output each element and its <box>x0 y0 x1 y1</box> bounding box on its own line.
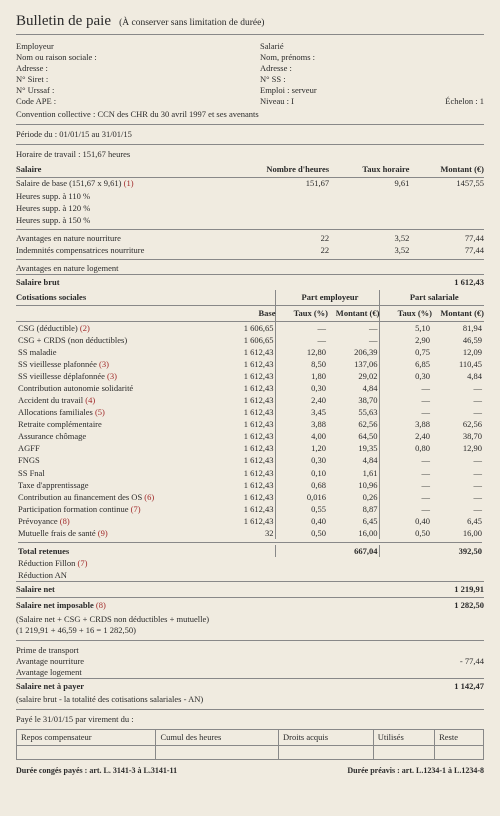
footer-col: Cumul des heures <box>156 729 279 745</box>
emp-ape: Code APE : <box>16 96 240 107</box>
period: Période du : 01/01/15 au 31/01/15 <box>16 129 484 140</box>
parties-block: Employeur Nom ou raison sociale : Adress… <box>16 41 484 107</box>
sal-row-label: Heures supp. à 110 % <box>16 190 222 202</box>
cotis-label: Mutuelle frais de santé (9) <box>16 527 202 539</box>
netimp-value: 1 282,50 <box>454 600 484 611</box>
col-etaux: Taux (%) <box>276 306 328 322</box>
sal-row-label: Heures supp. à 120 % <box>16 202 222 214</box>
footer-col: Repos compensateur <box>17 729 156 745</box>
prime-label: Prime de transport <box>16 645 79 656</box>
cotis-label: SS vieillesse plafonnée (3) <box>16 359 202 371</box>
brut-label: Salaire brut <box>16 277 60 288</box>
sal-addr: Adresse : <box>260 63 484 74</box>
total-emp: 667,04 <box>328 545 380 557</box>
netpayer-value: 1 142,47 <box>454 681 484 692</box>
cotis-title: Cotisations sociales <box>16 290 202 306</box>
cotis-label: CSG (déductible) (2) <box>16 322 202 335</box>
cotis-label: SS Fnal <box>16 467 202 479</box>
netimp-note: (Salaire net + CSG + CRDS non déductible… <box>16 614 484 636</box>
emp-addr: Adresse : <box>16 63 240 74</box>
doc-subtitle: (À conserver sans limitation de durée) <box>119 18 264 28</box>
convention: Convention collective : CCN des CHR du 3… <box>16 109 484 120</box>
sal-name: Nom, prénoms : <box>260 52 484 63</box>
emp-urssaf: N° Urssaf : <box>16 85 240 96</box>
employer-block: Employeur Nom ou raison sociale : Adress… <box>16 41 240 107</box>
horaire: Horaire de travail : 151,67 heures <box>16 149 484 160</box>
ref-preavis: Durée préavis : art. L.1234-1 à L.1234-8 <box>347 766 484 776</box>
col-smont: Montant (€) <box>432 306 484 322</box>
sal-row-label: Heures supp. à 150 % <box>16 214 222 226</box>
col-staux: Taux (%) <box>380 306 432 322</box>
cotis-label: Contribution au financement des OS (6) <box>16 491 202 503</box>
cotis-label: Accident du travail (4) <box>16 395 202 407</box>
sal-row-label: Salaire de base (151,67 x 9,61) (1) <box>16 177 222 190</box>
brut-value: 1 612,43 <box>454 277 484 288</box>
net-a-payer-row: Salaire net à payer 1 142,47 <box>16 678 484 694</box>
cotis-label: Assurance chômage <box>16 431 202 443</box>
doc-title: Bulletin de paie <box>16 13 111 29</box>
cotis-label: Allocations familiales (5) <box>16 407 202 419</box>
logement: Avantages en nature logement <box>16 262 484 274</box>
footer-col: Droits acquis <box>278 729 373 745</box>
salaire-head: Salaire <box>16 162 222 178</box>
footer-refs: Durée congés payés : art. L. 3141-3 à L.… <box>16 766 484 776</box>
employee-block: Salarié Nom, prénoms : Adresse : N° SS :… <box>260 41 484 107</box>
col-sal: Part salariale <box>380 290 484 306</box>
prime-label: Avantage logement <box>16 667 82 678</box>
net-label: Salaire net <box>16 584 55 595</box>
ref-conges: Durée congés payés : art. L. 3141-3 à L.… <box>16 766 177 776</box>
nature-label: Avantages en nature nourriture <box>16 232 222 244</box>
col-emp: Part employeur <box>276 290 380 306</box>
prime-label: Avantage nourriture <box>16 656 84 667</box>
sal-ss: N° SS : <box>260 74 484 85</box>
paye-line: Payé le 31/01/15 par virement du : <box>16 714 484 725</box>
net-imposable-row: Salaire net imposable (8) 1 282,50 <box>16 597 484 613</box>
col-heures: Nombre d'heures <box>222 162 329 178</box>
cotis-label: Retraite complémentaire <box>16 419 202 431</box>
total-sal: 392,50 <box>432 545 484 557</box>
emp-name: Nom ou raison sociale : <box>16 52 240 63</box>
salaire-brut-row: Salaire brut 1 612,43 <box>16 274 484 290</box>
cotis-label: Participation formation continue (7) <box>16 503 202 515</box>
cotis-label: FNGS <box>16 455 202 467</box>
emp-siret: N° Siret : <box>16 74 240 85</box>
salaire-table: Salaire Nombre d'heures Taux horaire Mon… <box>16 162 484 274</box>
cotis-label: Prévoyance (8) <box>16 515 202 527</box>
col-emont: Montant (€) <box>328 306 380 322</box>
cotis-label: AGFF <box>16 443 202 455</box>
sal-niveau: Niveau : I <box>260 96 294 106</box>
cotis-label: CSG + CRDS (non déductibles) <box>16 334 202 346</box>
reduc-fillon: Réduction Fillon <box>18 558 78 568</box>
netpayer-label: Salaire net à payer <box>16 681 84 692</box>
total-retenues-label: Total retenues <box>16 545 202 557</box>
title-bar: Bulletin de paie (À conserver sans limit… <box>16 12 484 35</box>
col-base: Base <box>202 306 276 322</box>
nature-label: Indemnités compensatrices nourriture <box>16 244 222 256</box>
reduc-an: Réduction AN <box>16 569 484 581</box>
netpayer-note: (salaire brut - la totalité des cotisati… <box>16 694 484 705</box>
footer-col: Reste <box>435 729 484 745</box>
employee-heading: Salarié <box>260 41 484 52</box>
employer-heading: Employeur <box>16 41 240 52</box>
col-montant: Montant (€) <box>409 162 484 178</box>
col-taux: Taux horaire <box>329 162 409 178</box>
sal-echelon: Échelon : 1 <box>445 96 484 107</box>
netimp-label: Salaire net imposable <box>16 600 94 610</box>
cotisations-table: Cotisations sociales Part employeur Part… <box>16 290 484 581</box>
footer-col: Utilisés <box>373 729 434 745</box>
cotis-label: Taxe d'apprentissage <box>16 479 202 491</box>
footer-table: Repos compensateurCumul des heuresDroits… <box>16 729 484 760</box>
net-value: 1 219,91 <box>454 584 484 595</box>
cotis-label: Contribution autonomie solidarité <box>16 383 202 395</box>
cotis-label: SS vieillesse déplafonnée (3) <box>16 371 202 383</box>
salaire-net-row: Salaire net 1 219,91 <box>16 581 484 597</box>
cotis-label: SS maladie <box>16 347 202 359</box>
sal-emploi: Emploi : serveur <box>260 85 484 96</box>
